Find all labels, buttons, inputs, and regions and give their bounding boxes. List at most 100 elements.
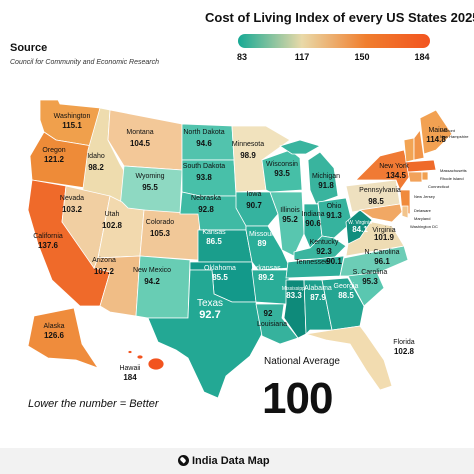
legend-tick: 150 xyxy=(354,52,370,62)
label-wyoming-name: Wyoming xyxy=(135,173,164,180)
label-texas-value: 92.7 xyxy=(199,309,220,321)
label-georgia-value: 88.5 xyxy=(338,291,354,300)
label-arizona-name: Arizona xyxy=(92,257,116,264)
footer xyxy=(0,448,474,474)
label-kentucky-value: 92.3 xyxy=(316,247,332,256)
label-california-value: 137.6 xyxy=(38,241,59,250)
label-wyoming-value: 95.5 xyxy=(142,183,158,192)
label-north-carolina-value: 96.1 xyxy=(374,257,390,266)
label-louisiana-name: Louisiana xyxy=(257,321,287,328)
label-ohio-name: Ohio xyxy=(327,203,342,210)
label-hawaii-value: 184 xyxy=(123,373,137,382)
state-maryland xyxy=(358,203,403,223)
state-georgia xyxy=(321,277,365,331)
label-north-dakota-value: 94.6 xyxy=(196,139,212,148)
state-delaware xyxy=(401,205,409,219)
label-west-virginia-name: W. Virginia xyxy=(348,220,372,226)
label-delaware: Delaware xyxy=(414,208,432,213)
label-alabama-name: Alabama xyxy=(304,285,332,292)
source-text: Council for Community and Economic Resea… xyxy=(10,59,160,66)
label-indiana-value: 90.6 xyxy=(305,219,321,228)
state-vermont xyxy=(403,137,415,163)
label-idaho-value: 98.2 xyxy=(88,163,104,172)
label-florida-name: Florida xyxy=(393,339,415,346)
note-text: Lower the number = Better xyxy=(28,398,159,410)
state-hawaii xyxy=(147,357,165,371)
label-oklahoma-value: 85.5 xyxy=(212,273,228,282)
label-hawaii-name: Hawaii xyxy=(119,365,140,372)
label-ohio-value: 91.3 xyxy=(326,211,342,220)
state-michigan xyxy=(307,151,339,205)
label-massachusetts: Massachusetts xyxy=(440,168,467,173)
state-hawaii-islet xyxy=(136,354,144,360)
label-oregon-value: 121.2 xyxy=(44,155,65,164)
label-pennsylvania-value: 98.5 xyxy=(368,197,384,206)
label-vermont: Vermont xyxy=(440,128,456,133)
label-new-york-value: 134.5 xyxy=(386,171,407,180)
legend-tick: 184 xyxy=(414,52,430,62)
label-arizona-value: 107.2 xyxy=(94,267,115,276)
label-kansas-value: 86.5 xyxy=(206,237,222,246)
label-nevada-value: 103.2 xyxy=(62,205,83,214)
label-mississippi-value: 83.3 xyxy=(286,291,302,300)
label-colorado-value: 105.3 xyxy=(150,229,171,238)
label-texas-name: Texas xyxy=(197,298,223,309)
label-wisconsin-name: Wisconsin xyxy=(266,161,298,168)
label-montana-value: 104.5 xyxy=(130,139,151,148)
legend-color-scale xyxy=(238,34,430,48)
label-missouri-value: 89 xyxy=(258,239,267,248)
label-utah-name: Utah xyxy=(105,211,120,218)
label-montana-name: Montana xyxy=(126,129,153,136)
label-connecticut: Connecticut xyxy=(428,184,450,189)
label-indiana-name: Indiana xyxy=(302,211,325,218)
label-south-carolina-value: 95.3 xyxy=(362,277,378,286)
national-average-label: National Average xyxy=(264,356,340,367)
label-pennsylvania-name: Pennsylvania xyxy=(359,187,401,194)
legend-tick: 83 xyxy=(236,52,248,62)
state-michigan-upper xyxy=(279,139,322,155)
label-alaska-name: Alaska xyxy=(43,323,64,330)
label-iowa-name: Iowa xyxy=(247,191,262,198)
label-louisiana-value: 92 xyxy=(264,309,273,318)
state-ohio xyxy=(317,197,353,239)
label-virginia-name: Virginia xyxy=(372,227,395,234)
label-north-dakota-name: North Dakota xyxy=(183,129,224,136)
label-florida-value: 102.8 xyxy=(394,347,415,356)
label-new-mexico-name: New Mexico xyxy=(133,267,171,274)
legend-tick: 117 xyxy=(294,52,310,62)
label-new-mexico-value: 94.2 xyxy=(144,277,160,286)
us-states-map: Washington 115.1 Oregon 121.2 California… xyxy=(27,99,469,399)
state-connecticut xyxy=(407,171,423,183)
label-minnesota-name: Minnesota xyxy=(232,141,264,148)
national-average-value: 100 xyxy=(262,374,333,423)
label-kansas-name: Kansas xyxy=(202,229,226,236)
label-missouri-name: Missouri xyxy=(249,231,276,238)
label-colorado-name: Colorado xyxy=(146,219,175,226)
label-kentucky-name: Kentucky xyxy=(310,239,339,246)
label-california-name: California xyxy=(33,233,63,240)
state-west-virginia xyxy=(345,209,373,245)
label-maryland: Maryland xyxy=(414,216,430,221)
label-georgia-name: Georgia xyxy=(334,283,359,290)
label-maine-value: 114.8 xyxy=(426,135,446,144)
label-wisconsin-value: 93.5 xyxy=(274,169,290,178)
label-nevada-name: Nevada xyxy=(60,195,84,202)
label-alaska-value: 126.6 xyxy=(44,331,65,340)
label-washington-value: 115.1 xyxy=(62,121,82,130)
label-north-carolina-name: N. Carolina xyxy=(364,249,399,256)
label-tennessee-name: Tennessee xyxy=(295,259,329,266)
source-heading: Source xyxy=(10,42,48,54)
label-west-virginia-value: 84.1 xyxy=(352,225,368,234)
state-rhode-island xyxy=(421,171,429,181)
label-mississippi-name: Mississippi xyxy=(282,286,306,292)
label-nebraska-value: 92.8 xyxy=(198,205,214,214)
state-kentucky xyxy=(293,235,347,261)
state-massachusetts xyxy=(405,159,437,173)
label-nebraska-name: Nebraska xyxy=(191,195,221,202)
label-illinois-value: 95.2 xyxy=(282,215,298,224)
label-rhode-island: Rhode Island xyxy=(440,176,464,181)
label-south-dakota-name: South Dakota xyxy=(183,163,226,170)
label-arkansas-name: Arkansas xyxy=(251,265,281,272)
state-new-hampshire xyxy=(413,128,425,161)
state-new-mexico xyxy=(135,255,191,319)
